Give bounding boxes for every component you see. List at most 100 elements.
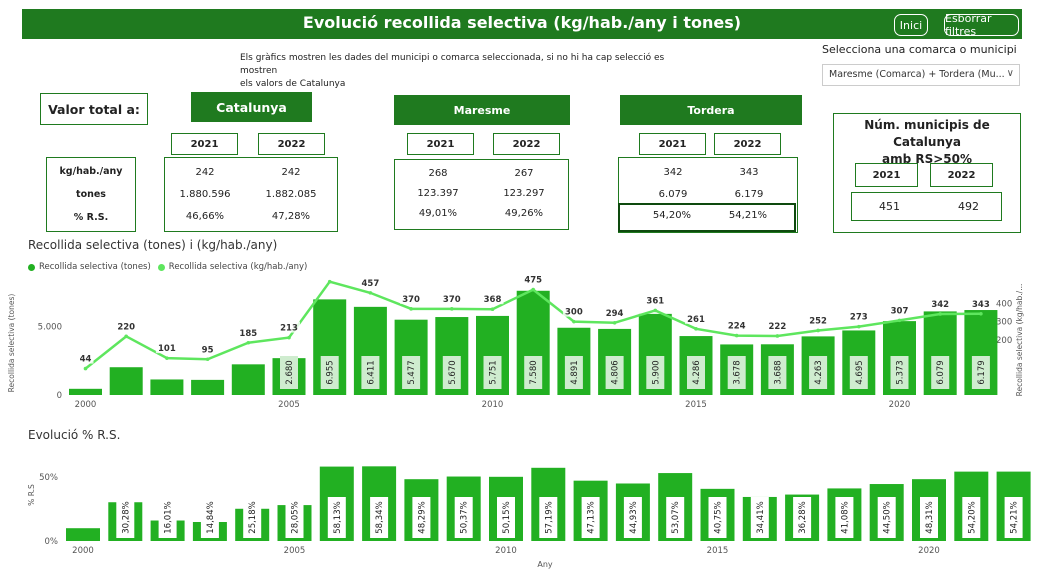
year-label: 2022 [493, 133, 560, 155]
bar-data-label: 47,13% [587, 501, 597, 533]
data-label-background [646, 356, 665, 389]
line-data-label: 294 [606, 309, 624, 319]
tones-kg-chart: Recollida selectiva (tones) Recollida sel… [7, 275, 1024, 410]
y-axis-label: % R.S [27, 484, 36, 506]
data-label-background [280, 356, 298, 389]
info-text: Els gràfics mostren les dades del munici… [240, 52, 680, 91]
value-rs-2021: 46,66% [185, 211, 225, 222]
region-select[interactable]: Maresme (Comarca) + Tordera (Mu... ∨ [822, 64, 1020, 86]
line-point [897, 318, 902, 323]
chart1-title: Recollida selectiva (tones) i (kg/hab./a… [28, 238, 278, 252]
y-tick-label: 50% [39, 473, 58, 483]
chart2-title: Evolució % R.S. [28, 428, 121, 442]
line-data-label: 95 [202, 345, 214, 355]
bar-data-label: 36,28% [798, 501, 808, 533]
line-point [653, 308, 658, 313]
bar-data-label: 30,28% [121, 501, 131, 533]
legend-marker [28, 263, 35, 271]
x-tick-label: 2020 [918, 546, 940, 556]
value-kg-2021: 242 [195, 167, 215, 178]
line-data-label: 185 [239, 329, 257, 339]
data-label-background [685, 312, 707, 324]
inici-button[interactable]: Inici [894, 14, 928, 36]
x-tick-label: 2010 [482, 400, 504, 410]
line-data-label: 222 [769, 322, 787, 332]
value-tones-2021: 123.397 [417, 188, 459, 199]
line-point [287, 335, 291, 340]
bar-data-label: 57,19% [544, 501, 554, 533]
data-label-background [768, 356, 787, 389]
value-rs-2022: 49,26% [504, 208, 544, 219]
line-point [572, 319, 576, 324]
value-tones-2022: 1.882.085 [265, 189, 317, 200]
data-label-background [158, 497, 177, 538]
bar-data-label: 4.263 [814, 360, 824, 384]
y-tick-label: 200 [996, 336, 1012, 346]
value-kg-2022: 242 [281, 167, 301, 178]
data-label-background [115, 320, 138, 332]
bar-data-label: 5.373 [896, 360, 906, 384]
bar [66, 528, 100, 541]
clear-filters-button[interactable]: Esborrar filtres [944, 12, 1019, 38]
data-label-background [539, 497, 558, 538]
bar-data-label: 5.900 [651, 360, 661, 384]
line-data-label: 307 [891, 306, 909, 316]
value-tones-2022: 123.297 [503, 188, 545, 199]
info-line-1: Els gràfics mostren les dades del munici… [240, 53, 665, 76]
data-label-background [929, 297, 952, 309]
values-tordera: 342 343 6.079 6.179 [618, 157, 798, 233]
y-axis-left-label: Recollida selectiva (tones) [7, 294, 16, 393]
line-data-label: 518 [321, 275, 339, 278]
bar [191, 379, 225, 395]
year-label: 2022 [714, 133, 781, 155]
chevron-down-icon: ∨ [1006, 68, 1014, 79]
x-tick-label: 2005 [278, 400, 300, 410]
line-data-label: 101 [158, 344, 176, 354]
data-label-background [849, 356, 868, 389]
bar-data-label: 7.580 [529, 360, 539, 384]
line-point [531, 287, 535, 292]
data-label-background [666, 497, 685, 538]
bar-data-label: 3.688 [773, 360, 783, 384]
bar-data-label: 4.695 [855, 360, 865, 384]
municipis-title-line-2: amb RS>50% [881, 152, 973, 166]
x-axis-label: Any [537, 560, 553, 569]
line-data-label: 213 [280, 324, 298, 334]
line-point [938, 312, 942, 316]
x-tick-label: 2000 [72, 546, 94, 556]
valor-total-label: Valor total a: [40, 93, 148, 125]
y-tick-label: 400 [996, 299, 1012, 309]
data-label-background [522, 275, 545, 285]
bar [69, 388, 102, 395]
bar-data-label: 16,01% [164, 501, 174, 533]
y-tick-label: 0% [45, 537, 59, 547]
bar-data-label: 50,37% [460, 501, 470, 533]
data-label-background [243, 497, 262, 538]
region-select-value: Maresme (Comarca) + Tordera (Mu... [829, 69, 1005, 80]
line-data-label: 370 [443, 295, 461, 305]
value-tones-2021: 1.880.596 [179, 189, 231, 200]
row-label-kg: kg/hab./any [59, 166, 123, 177]
line-data-label: 261 [687, 315, 705, 325]
selector-label: Selecciona una comarca o municipi [822, 43, 1017, 56]
line-point [368, 291, 373, 295]
value-rs-2022: 54,21% [728, 210, 768, 221]
legend-marker [157, 263, 165, 271]
x-tick-label: 2000 [75, 400, 97, 410]
bar-data-label: 5.751 [489, 360, 499, 384]
bar-data-label: 54,21% [1010, 501, 1020, 533]
data-label-background [969, 297, 992, 309]
data-label-background [402, 356, 421, 389]
line-point [205, 357, 210, 362]
title-bar: Evolució recollida selectiva (kg/hab./an… [22, 9, 1022, 39]
value-rs-2022: 47,28% [271, 211, 311, 222]
region-header-maresme: Maresme [394, 95, 570, 125]
value-kg-2022: 267 [514, 168, 534, 179]
bar-data-label: 2.680 [285, 360, 295, 384]
line-data-label: 370 [402, 295, 420, 305]
region-header-tordera: Tordera [620, 95, 802, 125]
municipis-value-2022: 492 [958, 200, 979, 213]
data-label-background [481, 293, 504, 305]
line-data-label: 224 [728, 322, 746, 332]
bar-data-label: 6.955 [326, 360, 336, 384]
